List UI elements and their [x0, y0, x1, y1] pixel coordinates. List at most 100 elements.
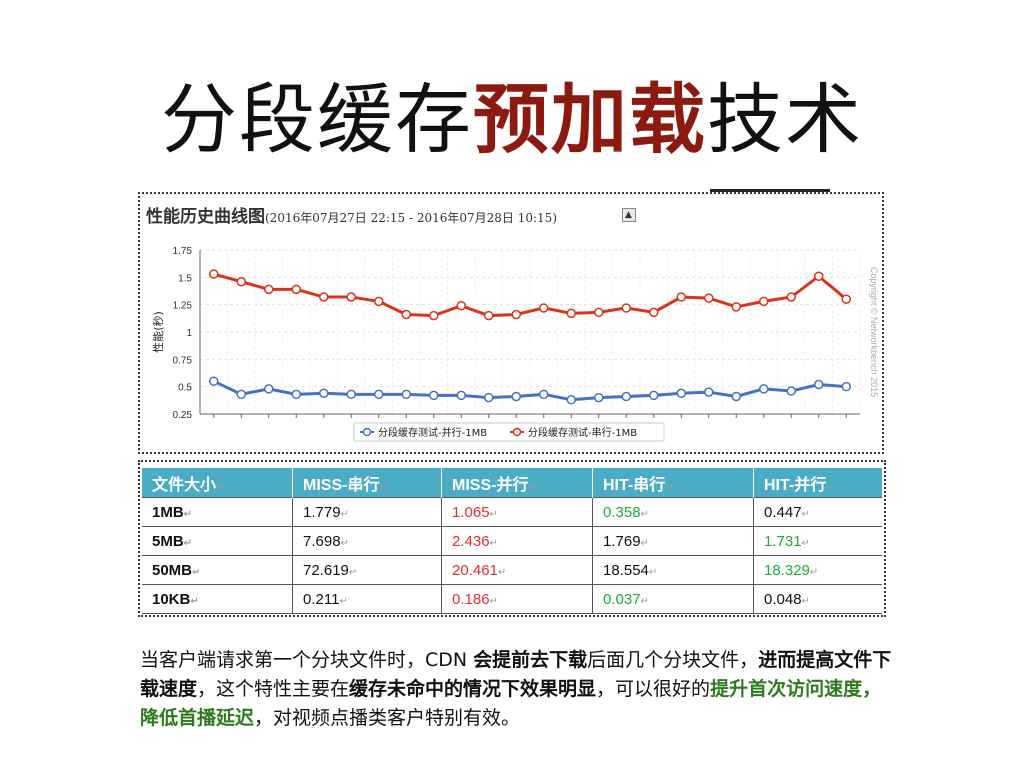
data-point [814, 379, 824, 390]
table-cell: 0.037↵ [592, 584, 754, 614]
table-cell: 0.358↵ [592, 497, 754, 527]
data-point [319, 292, 329, 302]
performance-chart: 1.75 1.5 1.25 1 0.75 0.5 0.25 性能(秒) Copyright © … [151, 246, 879, 442]
table-cell: 1.065↵ [441, 497, 593, 527]
table-cell: 18.554↵ [592, 555, 754, 585]
data-point [594, 392, 604, 403]
data-point [704, 387, 714, 397]
data-point [209, 269, 219, 279]
slide-title: 分段缓存预加载技术 [0, 72, 1024, 168]
y-tick-label: 0.25 [173, 410, 193, 421]
table-cell: 1.731↵ [753, 526, 882, 556]
header-cell: 文件大小↵ [142, 468, 293, 498]
table-cell: 20.461↵ [441, 555, 593, 585]
data-point [621, 303, 631, 313]
header-cell: HIT-串行↵ [592, 468, 754, 498]
copyright-label: Copyright © Networkbench 2015 [869, 267, 879, 397]
data-point [401, 389, 411, 400]
return-mark: ↵ [528, 481, 537, 493]
table-row: 10KB↵ 0.211↵ 0.186↵ 0.037↵ 0.048↵ [142, 584, 882, 614]
y-tick-label: 1.5 [178, 273, 192, 284]
data-point [511, 309, 521, 320]
row-label: 1MB↵ [142, 497, 293, 527]
title-part-2: 技术 [707, 75, 863, 164]
legend-label: 分段缓存测试-串行-1MB [528, 426, 637, 439]
y-tick-label: 1.75 [173, 246, 193, 257]
chart-title: 性能历史曲线图(2016年07月27日 22:15 - 2016年07月28日 … [146, 202, 557, 227]
data-point [264, 284, 274, 295]
data-point [236, 276, 246, 287]
y-tick-label: 0.75 [173, 355, 193, 366]
data-point [456, 301, 466, 311]
data-point [786, 292, 796, 302]
header-cell: HIT-并行↵ [753, 468, 882, 498]
data-point [291, 389, 301, 400]
table-cell: 7.698↵ [292, 526, 442, 556]
return-mark: ↵ [665, 481, 674, 493]
data-point [649, 390, 659, 401]
legend-marker [362, 427, 372, 437]
return-mark: ↵ [379, 481, 388, 493]
data-point [539, 303, 549, 313]
data-point [236, 389, 246, 400]
slide-caption: 当客户端请求第一个分块文件时，CDN 会提前去下载后面几个分块文件，进而提高文件… [140, 649, 892, 729]
legend-marker [512, 427, 522, 437]
caption-emphasis: 会提前去下载 [473, 649, 588, 671]
data-point [291, 284, 301, 295]
chart-title-main: 性能历史曲线图 [146, 207, 265, 227]
table-cell: 1.779↵ [292, 497, 442, 527]
data-point [346, 292, 356, 302]
data-point [566, 395, 576, 405]
data-point [594, 307, 604, 318]
data-point [511, 391, 521, 402]
table-row: 50MB↵ 72.619↵ 20.461↵ 18.554↵ 18.329↵ [142, 555, 882, 585]
data-point [759, 384, 769, 394]
table-cell: 2.436↵ [441, 526, 593, 556]
data-point [841, 294, 851, 304]
data-point [429, 310, 439, 321]
data-point [319, 388, 329, 398]
data-point [566, 308, 576, 319]
table-cell: 72.619↵ [292, 555, 442, 585]
table-row: 5MB↵ 7.698↵ 2.436↵ 1.769↵ 1.731↵ [142, 526, 882, 556]
results-table: 文件大小↵ MISS-串行↵ MISS-并行↵ HIT-串行↵ HIT-并行↵ … [142, 468, 882, 614]
header-cell: MISS-串行↵ [292, 468, 442, 498]
chart-panel: 1.75 1.5 1.25 1 0.75 0.5 0.25 性能(秒) Copyright © … [138, 189, 884, 454]
data-point [346, 389, 356, 400]
data-point [759, 296, 769, 307]
data-point [429, 390, 439, 401]
table-panel: 文件大小↵ MISS-串行↵ MISS-并行↵ HIT-串行↵ HIT-并行↵ … [138, 460, 886, 617]
title-part-1: 分段缓存 [161, 75, 473, 164]
data-point [676, 292, 686, 302]
data-point [209, 376, 219, 386]
row-label: 50MB↵ [142, 555, 293, 585]
table-cell: 0.447↵ [753, 497, 882, 527]
data-point [621, 391, 631, 402]
data-point [649, 307, 659, 318]
data-point [704, 293, 714, 303]
data-point [731, 302, 741, 312]
title-highlight: 预加载 [473, 75, 707, 164]
row-label: 10KB↵ [142, 584, 293, 614]
caption-highlight: 提升首次访问速度，降低首播延迟 [140, 678, 882, 729]
caption-emphasis: 进而提高文件下载速度 [140, 649, 892, 700]
table-row: 1MB↵ 1.779↵ 1.065↵ 0.358↵ 0.447↵ [142, 497, 882, 527]
data-point [374, 296, 384, 307]
table-cell: 0.186↵ [441, 584, 593, 614]
y-axis-label: 性能(秒) [151, 311, 165, 353]
collapse-arrow-icon: ▲ [625, 210, 632, 220]
chart-time-range: (2016年07月27日 22:15 - 2016年07月28日 10:15) [265, 211, 557, 225]
return-mark: ↵ [216, 481, 225, 493]
legend-label: 分段缓存测试-并行-1MB [378, 426, 487, 439]
caption-emphasis: 缓存未命中的情况下效果明显 [349, 678, 597, 700]
data-point [731, 391, 741, 402]
data-point [814, 271, 824, 281]
return-mark: ↵ [826, 481, 835, 493]
collapse-button[interactable]: ▲ [622, 208, 636, 222]
header-cell: MISS-并行↵ [441, 468, 593, 498]
data-point [539, 389, 549, 400]
y-tick-label: 1 [186, 328, 192, 339]
y-tick-label: 1.25 [173, 301, 193, 312]
table-header-row: 文件大小↵ MISS-串行↵ MISS-并行↵ HIT-串行↵ HIT-并行↵ [142, 468, 882, 498]
data-point [841, 381, 851, 392]
